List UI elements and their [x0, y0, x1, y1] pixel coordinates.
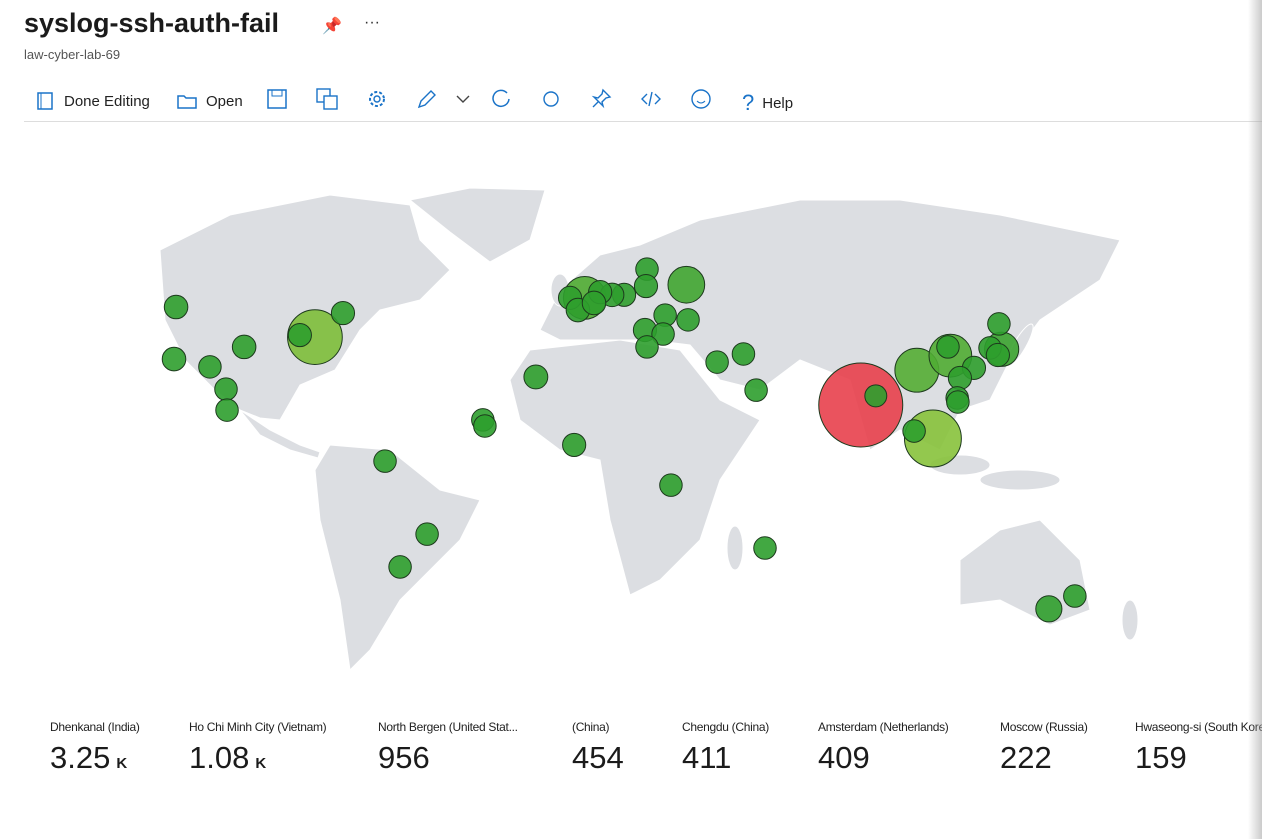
location-bubble[interactable]	[705, 350, 729, 374]
tile-value: 454	[572, 740, 624, 775]
location-tile[interactable]: Hwaseong-si (South Kore 159	[1135, 720, 1262, 776]
location-tile[interactable]: (China) 454	[572, 720, 624, 776]
location-bubble[interactable]	[231, 334, 257, 360]
location-tile[interactable]: Dhenkanal (India) 3.25 K	[50, 720, 140, 776]
tile-value: 409	[818, 740, 870, 775]
location-bubble[interactable]	[753, 536, 777, 560]
save-icon[interactable]	[266, 88, 288, 110]
tile-label: North Bergen (United Stat...	[378, 720, 518, 734]
subtitle: law-cyber-lab-69	[24, 47, 121, 62]
tile-label: Hwaseong-si (South Kore	[1135, 720, 1262, 734]
settings-icon[interactable]	[366, 88, 388, 110]
toolbar: Done Editing Open ? Help	[24, 84, 1262, 122]
tile-label: (China)	[572, 720, 610, 734]
location-bubble[interactable]	[581, 290, 607, 316]
location-tile[interactable]: North Bergen (United Stat... 956	[378, 720, 518, 776]
location-bubble[interactable]	[287, 322, 312, 348]
location-bubble[interactable]	[373, 449, 397, 473]
location-bubble[interactable]	[562, 432, 587, 458]
tile-label: Chengdu (China)	[682, 720, 769, 734]
location-bubble[interactable]	[651, 322, 675, 346]
location-tile[interactable]: Chengdu (China) 411	[682, 720, 769, 776]
location-bubble[interactable]	[214, 377, 238, 401]
button-label: Help	[762, 94, 794, 112]
location-bubble[interactable]	[633, 273, 659, 299]
tile-value: 1.08 K	[189, 740, 267, 775]
refresh-icon[interactable]	[490, 88, 512, 110]
tile-value: 222	[1000, 740, 1052, 775]
location-bubble[interactable]	[744, 378, 768, 402]
location-bubble[interactable]	[635, 335, 659, 359]
location-bubble[interactable]	[415, 522, 439, 546]
panel-shadow	[1248, 0, 1262, 839]
help-button[interactable]: ? Help	[742, 90, 794, 115]
pin-icon[interactable]	[590, 88, 612, 110]
location-bubble[interactable]	[987, 312, 1011, 336]
button-label: Done Editing	[64, 92, 150, 110]
tile-value: 159	[1135, 740, 1187, 775]
button-label: Open	[206, 92, 243, 110]
location-bubble[interactable]	[1035, 595, 1063, 623]
location-bubble[interactable]	[947, 365, 973, 391]
location-tile[interactable]: Ho Chi Minh City (Vietnam) 1.08 K	[189, 720, 327, 776]
tile-value: 956	[378, 740, 430, 775]
location-bubble[interactable]	[936, 335, 960, 359]
location-bubble[interactable]	[161, 346, 187, 372]
location-bubble[interactable]	[946, 390, 970, 414]
location-bubble[interactable]	[215, 398, 239, 422]
tile-value: 411	[682, 740, 732, 775]
location-bubble[interactable]	[985, 342, 1010, 368]
more-icon[interactable]: ···	[364, 14, 380, 31]
location-bubble[interactable]	[659, 473, 683, 497]
tile-value: 3.25 K	[50, 740, 128, 775]
done-editing-button[interactable]: Done Editing	[34, 90, 150, 112]
location-bubble[interactable]	[731, 342, 756, 366]
location-bubble[interactable]	[473, 414, 497, 438]
location-bubble[interactable]	[163, 294, 189, 320]
location-bubble[interactable]	[388, 555, 412, 579]
code-icon[interactable]	[640, 88, 662, 110]
location-bubble[interactable]	[902, 419, 926, 443]
location-bubble[interactable]	[864, 384, 888, 408]
location-bubble[interactable]	[667, 265, 706, 304]
edit-icon[interactable]	[416, 88, 438, 110]
location-bubble[interactable]	[330, 301, 356, 326]
location-bubble[interactable]	[1063, 584, 1087, 608]
feedback-icon[interactable]	[690, 88, 712, 110]
pin-icon[interactable]: 📌	[322, 18, 342, 35]
location-tile[interactable]: Amsterdam (Netherlands) 409	[818, 720, 949, 776]
open-button[interactable]: Open	[176, 90, 243, 112]
location-bubble[interactable]	[523, 364, 549, 390]
location-bubble[interactable]	[676, 308, 700, 332]
location-bubble[interactable]	[818, 362, 904, 448]
tile-label: Dhenkanal (India)	[50, 720, 140, 734]
share-icon[interactable]	[540, 88, 562, 110]
tile-label: Ho Chi Minh City (Vietnam)	[189, 720, 327, 734]
save-as-icon[interactable]	[316, 88, 338, 110]
tile-label: Amsterdam (Netherlands)	[818, 720, 949, 734]
dropdown-icon[interactable]	[454, 90, 472, 108]
location-bubble[interactable]	[198, 355, 222, 379]
title: syslog-ssh-auth-fail	[24, 8, 280, 38]
location-tile[interactable]: Moscow (Russia) 222	[1000, 720, 1088, 776]
world-map	[159, 187, 1139, 672]
tile-label: Moscow (Russia)	[1000, 720, 1088, 734]
